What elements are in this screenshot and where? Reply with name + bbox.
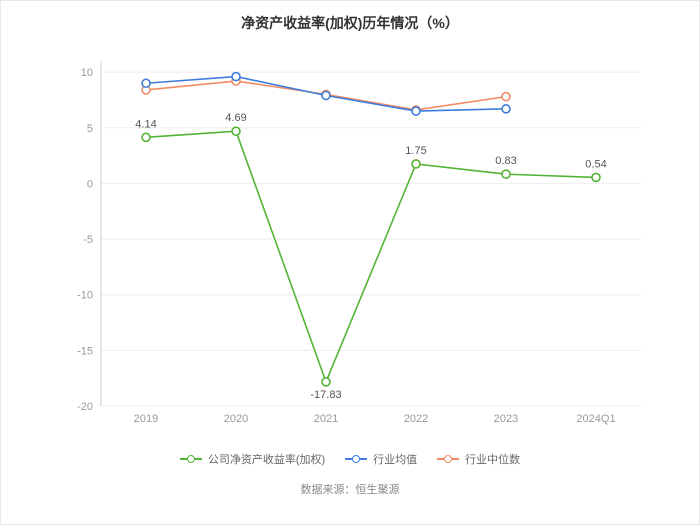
point-company [412,160,420,168]
point-company [592,173,600,181]
legend-label: 公司净资产收益率(加权) [208,451,325,467]
svg-text:2024Q1: 2024Q1 [576,413,615,425]
point-industry_mean [502,105,510,113]
point-label-company: 4.69 [225,112,246,124]
point-company [142,133,150,141]
point-label-company: 1.75 [405,145,426,157]
point-company [322,378,330,386]
point-industry_mean [412,107,420,115]
chart-svg: -20 -15 -10 -5 0 5 10 2019 2020 2021 2022 2023 2024Q… [61,51,661,431]
series-line-company [146,131,596,382]
point-company [502,170,510,178]
svg-text:2023: 2023 [494,413,518,425]
legend-item-industry_median: 行业中位数 [437,451,520,467]
chart-legend: 公司净资产收益率(加权) 行业均值 行业中位数 [1,451,699,467]
svg-text:2020: 2020 [224,413,248,425]
data-source: 数据来源：恒生聚源 [1,481,699,497]
svg-text:-15: -15 [77,345,93,357]
svg-text:-20: -20 [77,401,93,413]
legend-swatch [180,454,202,464]
point-industry_mean [322,92,330,100]
point-industry_mean [232,73,240,81]
svg-text:5: 5 [87,123,93,135]
point-label-company: 0.54 [585,158,606,170]
svg-text:0: 0 [87,178,93,190]
legend-swatch [437,454,459,464]
chart-title: 净资产收益率(加权)历年情况（%） [1,13,699,33]
svg-text:2022: 2022 [404,413,428,425]
legend-item-industry_mean: 行业均值 [345,451,417,467]
legend-item-company: 公司净资产收益率(加权) [180,451,325,467]
legend-label: 行业均值 [373,451,417,467]
svg-text:2019: 2019 [134,413,158,425]
svg-text:2021: 2021 [314,413,338,425]
point-label-company: 0.83 [495,155,516,167]
svg-text:-5: -5 [83,234,93,246]
point-label-company: 4.14 [135,118,156,130]
svg-text:10: 10 [81,67,93,79]
point-company [232,127,240,135]
legend-swatch [345,454,367,464]
svg-text:-10: -10 [77,290,93,302]
point-label-company: -17.83 [310,389,341,401]
plot-area: -20 -15 -10 -5 0 5 10 2019 2020 2021 2022 2023 2024Q… [61,51,661,431]
chart-container: 净资产收益率(加权)历年情况（%） -20 -15 -10 -5 0 5 10 2019 202… [0,0,700,525]
point-industry_median [502,93,510,101]
legend-label: 行业中位数 [465,451,520,467]
point-industry_mean [142,79,150,87]
